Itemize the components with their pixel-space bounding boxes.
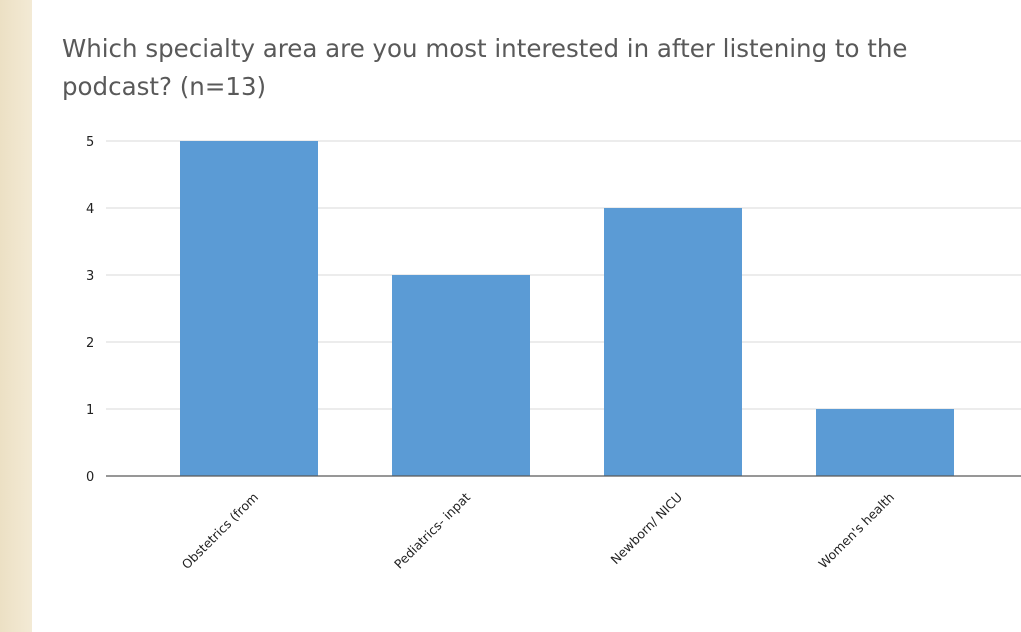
bar [816,409,954,476]
y-tick-label: 5 [86,135,94,150]
slide-side-band [0,0,32,632]
chart-title: Which specialty area are you most intere… [62,34,908,101]
x-tick-label: Women's health [815,490,897,572]
y-tick-labels: 0 1 2 3 4 5 [86,135,94,485]
bar [180,141,318,476]
x-tick-label: Newborn/ NICU [607,490,685,568]
y-tick-label: 2 [86,336,94,351]
y-tick-label: 1 [86,403,94,418]
bars [180,141,954,476]
x-tick-label: Pediatrics- inpat [391,489,473,571]
y-tick-label: 4 [86,202,94,217]
y-tick-label: 0 [86,470,94,485]
bar [604,208,742,476]
y-tick-label: 3 [86,269,94,284]
bar [392,275,530,476]
x-tick-labels: Obstetrics (from Pediatrics- inpat Newborn… [179,489,898,572]
x-tick-label: Obstetrics (from [179,490,262,573]
